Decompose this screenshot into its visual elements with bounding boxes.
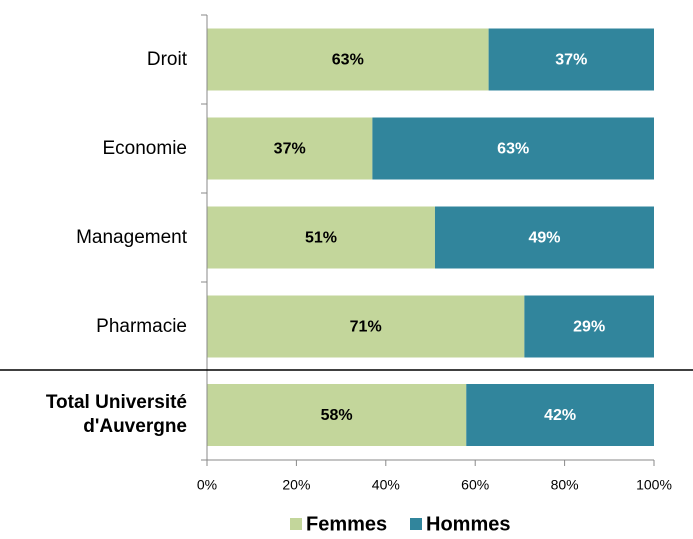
data-label: 42%: [544, 407, 576, 424]
category-label: Pharmacie: [96, 315, 187, 337]
x-tick-label: 20%: [282, 477, 310, 493]
bar-segment: [207, 28, 489, 91]
category-label: Droit: [146, 48, 187, 70]
data-label: 29%: [573, 319, 605, 336]
legend-label: Femmes: [306, 513, 387, 535]
data-label: 51%: [305, 230, 337, 247]
category-label: Management: [76, 226, 187, 248]
bar-segment: [207, 295, 525, 358]
bar-segment: [207, 117, 373, 180]
data-label: 63%: [497, 141, 529, 158]
data-label: 37%: [274, 141, 306, 158]
x-tick-label: 0%: [197, 477, 217, 493]
data-label: 71%: [350, 319, 382, 336]
x-tick-label: 40%: [372, 477, 400, 493]
x-tick-label: 80%: [551, 477, 579, 493]
bar-segment: [524, 295, 654, 358]
bar-segment: [372, 117, 654, 180]
bar-segment: [207, 206, 435, 269]
bar-segment: [207, 384, 467, 446]
bar-segment: [466, 384, 654, 446]
legend-swatch: [410, 518, 422, 530]
category-label: Total Université d'Auvergne: [45, 392, 187, 437]
bar-segment: [434, 206, 654, 269]
category-label: Economie: [102, 137, 188, 159]
legend-swatch: [290, 518, 302, 530]
x-tick-label: 100%: [636, 477, 672, 493]
x-tick-label: 60%: [461, 477, 489, 493]
legend-label: Hommes: [426, 513, 510, 535]
data-label: 49%: [528, 230, 560, 247]
data-label: 63%: [332, 52, 364, 69]
data-label: 58%: [321, 407, 353, 424]
data-label: 37%: [555, 52, 587, 69]
bar-segment: [488, 28, 654, 91]
